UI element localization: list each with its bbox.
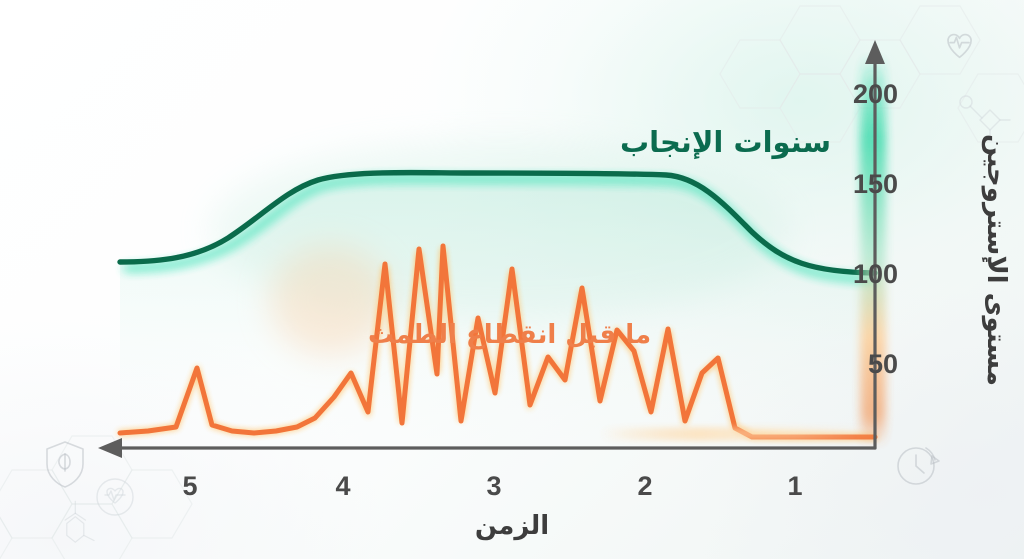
- x-tick-label-2: 3: [486, 471, 501, 501]
- molecule-icon: [959, 95, 1011, 141]
- heart-pulse-icon: [947, 33, 972, 59]
- shield-leaf-icon: [46, 441, 84, 488]
- y-tick-label-0: 200: [853, 79, 898, 109]
- x-axis-title: الزمن: [475, 511, 549, 541]
- x-tick-label-1: 4: [335, 471, 350, 501]
- x-tick-label-4: 1: [787, 471, 802, 501]
- x-tick-label-0: 5: [182, 471, 197, 501]
- y-tick-label-1: 150: [853, 169, 898, 199]
- orange-series-line: [117, 243, 878, 440]
- x-axis-arrowhead: [98, 438, 122, 458]
- orange-series: [117, 243, 878, 440]
- y-axis: [865, 40, 885, 450]
- green-series-label: سنوات الإنجاب: [620, 125, 831, 159]
- y-tick-label-3: 50: [868, 349, 898, 379]
- clock-icon: [897, 447, 940, 485]
- green-series: [117, 169, 878, 281]
- green-series-area: [120, 172, 875, 440]
- x-tick-label-3: 2: [637, 471, 652, 501]
- heart-pulse-circle-icon: [96, 478, 134, 516]
- y-tick-label-2: 100: [853, 259, 898, 289]
- x-axis: [98, 438, 877, 458]
- hexagon-pattern: [0, 5, 1024, 559]
- x-axis-glow: [600, 428, 880, 440]
- y-axis-arrowhead: [865, 40, 885, 64]
- y-axis-glow: [862, 55, 884, 445]
- orange-series-label: ما قبل انقطاع الطمث: [368, 320, 651, 350]
- y-axis-title: مستوى الإستروجين: [981, 134, 1011, 386]
- molecule-small-icon: [64, 500, 95, 543]
